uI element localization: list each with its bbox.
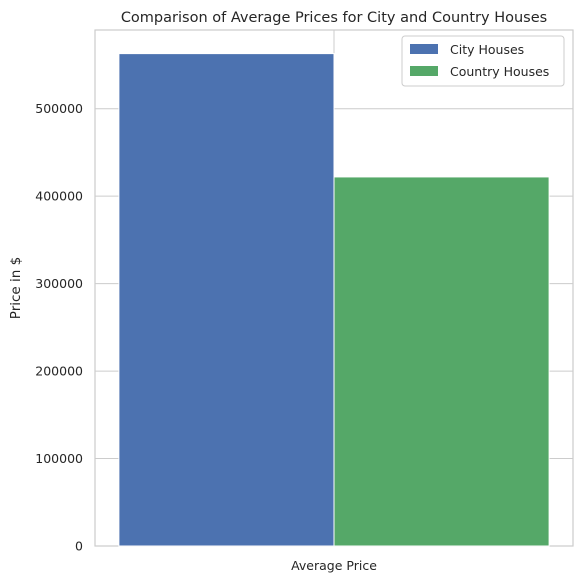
y-tick-label: 0 — [75, 539, 83, 554]
bar-city-houses — [118, 53, 335, 547]
legend-label: Country Houses — [450, 64, 549, 79]
bars — [118, 53, 550, 547]
x-axis-ticks: Average Price — [291, 558, 377, 573]
legend-label: City Houses — [450, 42, 524, 57]
plot-area — [94, 29, 574, 547]
y-tick-label: 400000 — [35, 189, 83, 204]
y-axis-label: Price in $ — [8, 257, 24, 319]
y-tick-label: 500000 — [35, 101, 83, 116]
y-axis-ticks: 0 100000 200000 300000 400000 500000 — [35, 101, 83, 553]
legend: City Houses Country Houses — [401, 35, 565, 87]
legend-swatch — [410, 66, 438, 76]
chart-title: Comparison of Average Prices for City an… — [121, 10, 547, 26]
legend-swatch — [410, 44, 438, 54]
y-tick-label: 200000 — [35, 364, 83, 379]
legend-box — [401, 35, 565, 87]
bar-country-houses — [333, 176, 550, 547]
y-tick-label: 100000 — [35, 451, 83, 466]
x-tick-label: Average Price — [291, 558, 377, 573]
y-tick-label: 300000 — [35, 276, 83, 291]
